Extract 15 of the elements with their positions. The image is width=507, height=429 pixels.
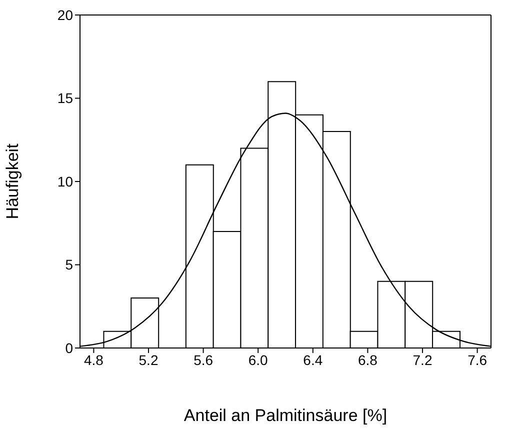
y-tick-label: 10 [57, 173, 74, 190]
y-tick-label: 0 [65, 340, 74, 356]
x-tick-label: 6.0 [248, 352, 268, 368]
x-tick-label: 6.8 [358, 352, 378, 368]
x-tick-label: 5.2 [138, 352, 158, 368]
y-tick-label: 20 [57, 6, 74, 23]
x-tick-label: 7.6 [468, 352, 488, 368]
y-axis-title: Häufigkeit [3, 143, 22, 220]
x-tick-label: 6.4 [303, 352, 323, 368]
y-tick-label: 5 [65, 256, 74, 273]
y-tick-label: 15 [57, 90, 74, 106]
x-tick-label: 5.6 [194, 352, 214, 368]
x-tick-label: 7.2 [412, 352, 432, 368]
x-tick-label: 4.8 [84, 352, 104, 368]
x-axis-title: Anteil an Palmitinsäure [%] [184, 406, 388, 425]
